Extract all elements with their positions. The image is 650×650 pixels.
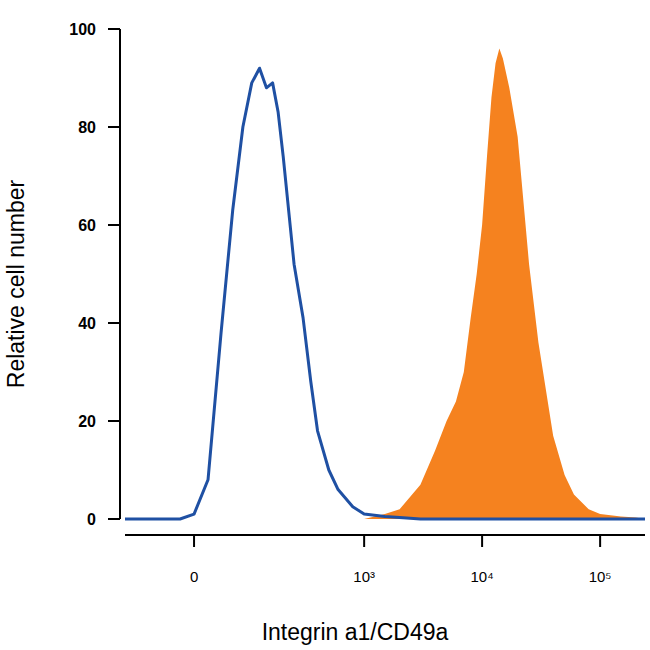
- y-axis: [119, 29, 121, 519]
- y-tick: [108, 224, 120, 226]
- x-tick: [363, 535, 365, 547]
- y-tick: [108, 28, 120, 30]
- x-tick: [599, 535, 601, 547]
- x-axis: [125, 534, 645, 536]
- y-tick-label: 20: [78, 413, 96, 430]
- y-tick: [108, 126, 120, 128]
- x-tick: [481, 535, 483, 547]
- x-tick-label: 10⁵: [589, 568, 612, 585]
- y-tick-label: 40: [78, 315, 96, 332]
- y-tick-label: 100: [69, 21, 96, 38]
- x-tick-label: 10³: [353, 568, 375, 585]
- y-tick: [108, 322, 120, 324]
- line-series: [125, 68, 645, 519]
- y-tick: [108, 518, 120, 520]
- y-tick: [108, 420, 120, 422]
- x-tick-label: 10⁴: [471, 568, 494, 585]
- chart: 0 10³ 10⁴ 10⁵ 0 20 40 60 80 100 Integrin a1/CD49a R…: [0, 0, 650, 650]
- x-axis-label: Integrin a1/CD49a: [262, 619, 449, 645]
- y-tick-label: 0: [87, 511, 96, 528]
- y-tick-label: 60: [78, 217, 96, 234]
- y-axis-label: Relative cell number: [3, 179, 29, 388]
- area-series: [125, 49, 645, 519]
- plot-area: [125, 49, 645, 519]
- y-tick-label: 80: [78, 119, 96, 136]
- x-tick: [193, 535, 195, 547]
- x-tick-label: 0: [190, 568, 198, 585]
